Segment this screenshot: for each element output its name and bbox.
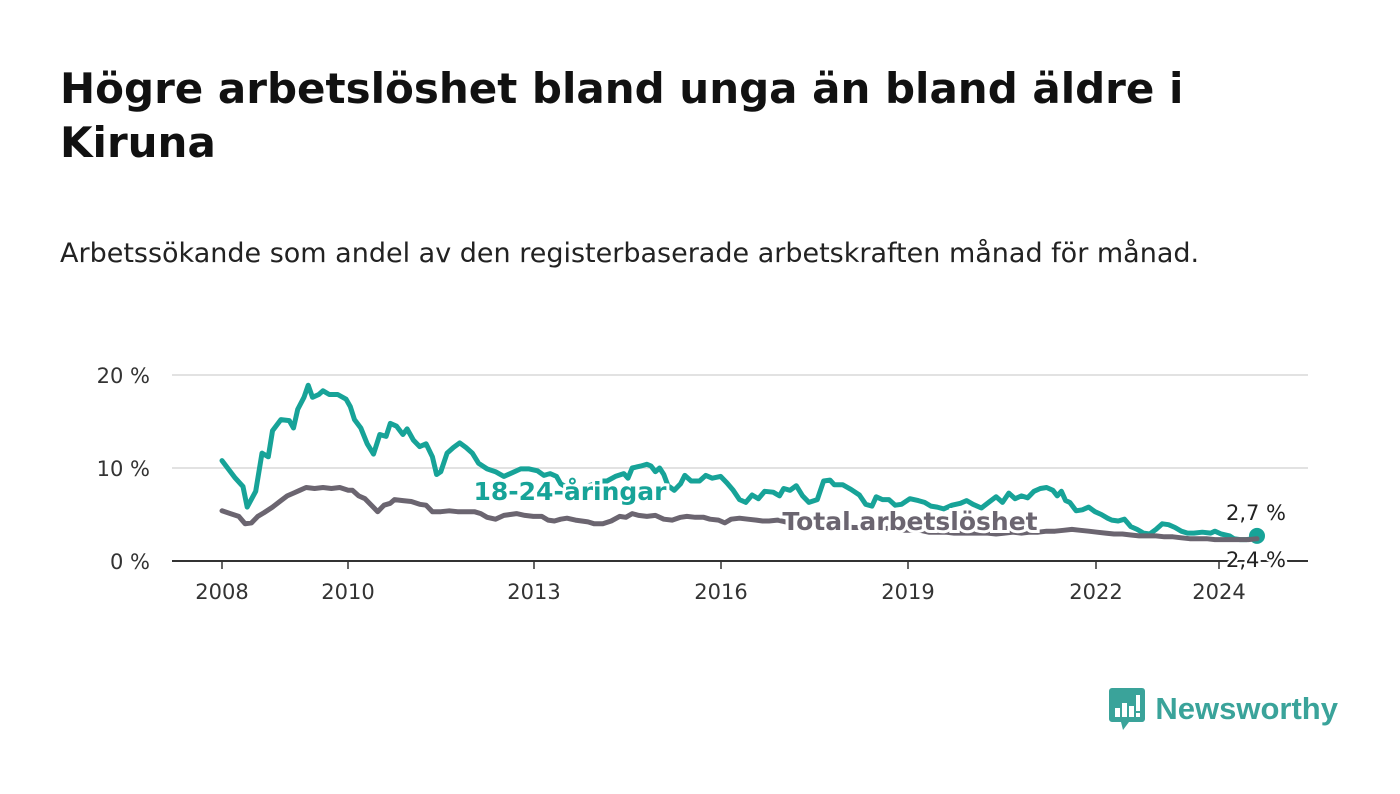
series-labels: 18-24-åringar Total arbetslöshet 2,7 % 2,4 … [471, 474, 1289, 575]
series-label-youth: 18-24-åringar [474, 477, 668, 506]
series-line [219, 485, 1260, 543]
gridlines [172, 374, 1308, 562]
y-tick-label: 0 % [110, 550, 150, 574]
newsworthy-logo: Newsworthy [1109, 688, 1338, 730]
y-tick-label: 20 % [97, 364, 150, 388]
line-chart: 0 % 10 % 20 % 2008 2010 2013 2016 2019 2022 2024… [97, 364, 1308, 604]
x-tick-label: 2016 [694, 580, 747, 604]
chart-subtitle: Arbetssökande som andel av den registerb… [60, 238, 1200, 269]
x-tick-label: 2008 [195, 580, 248, 604]
end-label-youth: 2,7 % [1226, 501, 1286, 525]
series-line [219, 382, 1260, 543]
brand-name: Newsworthy [1155, 691, 1338, 726]
series-label-total: Total arbetslöshet [782, 507, 1037, 536]
x-tick-label: 2024 [1192, 580, 1245, 604]
y-tick-label: 10 % [97, 457, 150, 481]
x-tick-label: 2022 [1069, 580, 1122, 604]
series-lines [219, 382, 1265, 544]
x-tick-label: 2013 [507, 580, 560, 604]
end-label-total: 2,4 % [1226, 548, 1286, 572]
x-axis-ticks: 2008 2010 2013 2016 2019 2022 2024 [195, 561, 1246, 604]
y-axis-ticks: 0 % 10 % 20 % [97, 364, 150, 574]
newsworthy-chart-icon [1109, 688, 1146, 730]
chart-title: Högre arbetslöshet bland unga än bland ä… [60, 64, 1184, 167]
x-tick-label: 2019 [881, 580, 934, 604]
x-tick-label: 2010 [321, 580, 374, 604]
